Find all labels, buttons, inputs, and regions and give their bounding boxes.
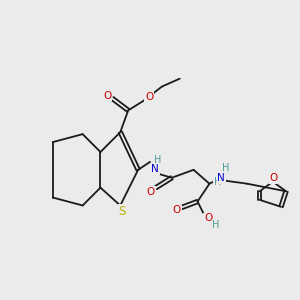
- Text: O: O: [204, 213, 213, 224]
- Text: H: H: [154, 155, 162, 165]
- Text: O: O: [103, 91, 112, 100]
- Text: H: H: [214, 177, 221, 187]
- Text: N: N: [218, 173, 225, 183]
- Text: S: S: [118, 205, 126, 218]
- Text: H: H: [222, 163, 229, 173]
- Text: N: N: [151, 164, 159, 174]
- Text: O: O: [270, 173, 278, 183]
- Text: O: O: [147, 187, 155, 196]
- Text: O: O: [145, 92, 153, 101]
- Text: H: H: [212, 220, 219, 230]
- Text: O: O: [172, 206, 181, 215]
